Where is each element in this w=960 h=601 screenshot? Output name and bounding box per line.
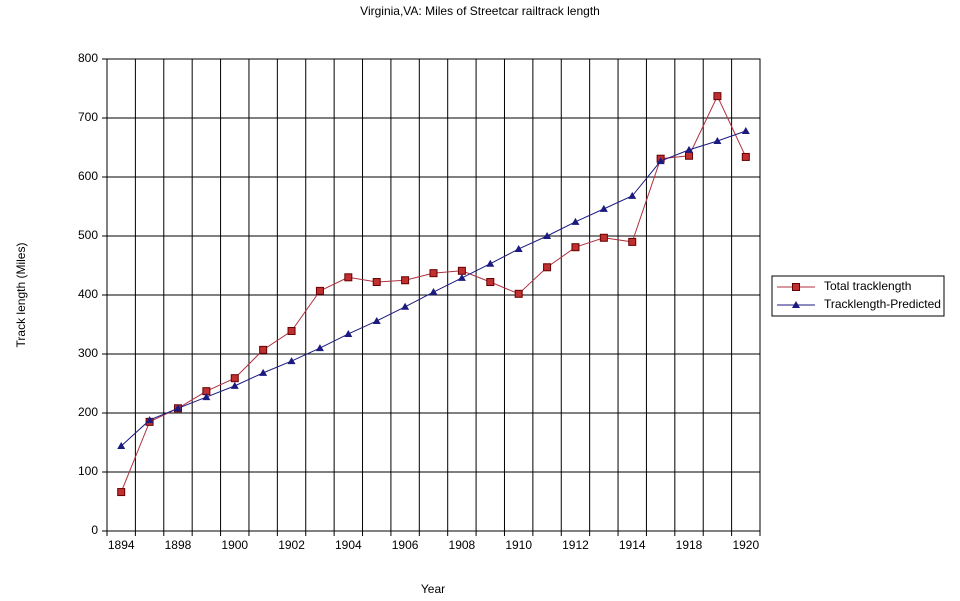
data-point bbox=[344, 329, 353, 337]
x-tick-label: 1902 bbox=[278, 538, 305, 552]
data-point bbox=[486, 278, 495, 287]
y-tick-label: 0 bbox=[91, 523, 98, 537]
legend-marker bbox=[792, 301, 800, 308]
y-tick-label: 500 bbox=[78, 228, 98, 242]
legend-label: Tracklength-Predicted bbox=[824, 297, 941, 311]
data-point bbox=[372, 278, 381, 287]
y-tick-label: 800 bbox=[78, 51, 98, 65]
data-point bbox=[571, 217, 580, 225]
x-tick-label: 1908 bbox=[449, 538, 476, 552]
data-point bbox=[685, 151, 694, 160]
x-tick-label: 1906 bbox=[392, 538, 419, 552]
data-point bbox=[145, 416, 154, 424]
data-point bbox=[486, 259, 495, 267]
data-point bbox=[259, 345, 268, 354]
chart-title: Virginia,VA: Miles of Streetcar railtrac… bbox=[360, 4, 600, 18]
data-point bbox=[117, 488, 126, 497]
data-point bbox=[230, 374, 239, 383]
data-point bbox=[628, 237, 637, 246]
data-point bbox=[599, 233, 608, 242]
x-tick-label: 1912 bbox=[562, 538, 589, 552]
data-point bbox=[429, 269, 438, 278]
data-point bbox=[401, 302, 410, 310]
data-point bbox=[344, 273, 353, 282]
data-point bbox=[741, 126, 750, 134]
plot-border bbox=[106, 58, 761, 532]
x-tick-label: 1900 bbox=[221, 538, 248, 552]
data-point bbox=[259, 368, 268, 376]
data-point bbox=[372, 316, 381, 324]
data-point bbox=[401, 276, 410, 285]
data-point bbox=[685, 145, 694, 153]
data-point bbox=[202, 393, 211, 401]
data-point bbox=[741, 152, 750, 161]
data-point bbox=[287, 326, 296, 335]
legend-label: Total tracklength bbox=[824, 279, 911, 293]
data-point bbox=[457, 266, 466, 275]
x-tick-label: 1910 bbox=[505, 538, 532, 552]
x-tick-label: 1918 bbox=[676, 538, 703, 552]
data-point bbox=[543, 263, 552, 272]
data-point bbox=[571, 243, 580, 252]
data-point bbox=[173, 404, 182, 412]
data-point bbox=[514, 289, 523, 298]
y-axis-label: Track length (Miles) bbox=[14, 243, 28, 348]
data-point bbox=[457, 273, 466, 281]
x-tick-label: 1894 bbox=[108, 538, 135, 552]
y-tick-label: 300 bbox=[78, 346, 98, 360]
data-point bbox=[656, 157, 665, 165]
data-point bbox=[713, 137, 722, 145]
legend-box bbox=[771, 275, 945, 317]
y-tick-label: 400 bbox=[78, 287, 98, 301]
legend-marker bbox=[792, 283, 800, 291]
y-tick-label: 700 bbox=[78, 110, 98, 124]
y-tick-label: 200 bbox=[78, 405, 98, 419]
data-point bbox=[287, 357, 296, 365]
y-tick-label: 600 bbox=[78, 169, 98, 183]
x-tick-label: 1914 bbox=[619, 538, 646, 552]
data-point bbox=[543, 232, 552, 239]
x-axis-label: Year bbox=[421, 582, 445, 596]
data-point bbox=[230, 381, 239, 389]
data-point bbox=[628, 191, 637, 199]
data-point bbox=[514, 244, 523, 252]
x-tick-label: 1898 bbox=[165, 538, 192, 552]
x-tick-label: 1904 bbox=[335, 538, 362, 552]
data-point bbox=[315, 286, 324, 295]
data-point bbox=[599, 204, 608, 212]
x-tick-label: 1920 bbox=[732, 538, 759, 552]
data-point bbox=[315, 344, 324, 352]
data-point bbox=[713, 92, 722, 101]
data-point bbox=[117, 442, 126, 450]
y-tick-label: 100 bbox=[78, 464, 98, 478]
data-point bbox=[429, 288, 438, 296]
